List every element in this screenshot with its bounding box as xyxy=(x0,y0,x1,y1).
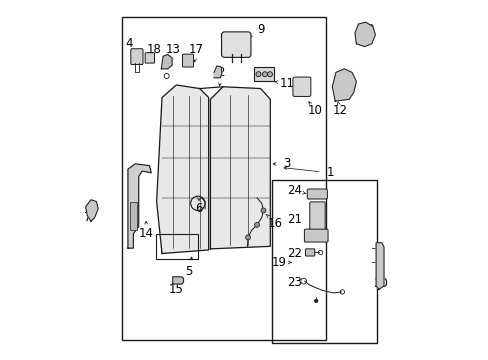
Circle shape xyxy=(254,222,259,227)
Circle shape xyxy=(245,235,250,240)
Text: 15: 15 xyxy=(168,283,183,296)
Polygon shape xyxy=(85,200,98,221)
Text: 14: 14 xyxy=(139,227,154,240)
Text: 11: 11 xyxy=(279,77,294,90)
FancyBboxPatch shape xyxy=(305,249,314,256)
Text: 7: 7 xyxy=(84,211,91,224)
FancyBboxPatch shape xyxy=(182,54,193,67)
Circle shape xyxy=(314,299,317,303)
Circle shape xyxy=(255,72,261,77)
Text: 21: 21 xyxy=(286,213,302,226)
Text: 3: 3 xyxy=(283,157,290,170)
Bar xyxy=(129,202,137,230)
Polygon shape xyxy=(354,22,375,46)
Bar xyxy=(156,234,197,259)
Text: 20: 20 xyxy=(372,278,387,291)
Bar xyxy=(271,180,376,343)
Text: 5: 5 xyxy=(185,265,192,278)
Bar xyxy=(254,67,273,81)
Text: 9: 9 xyxy=(256,23,264,36)
Text: 23: 23 xyxy=(286,276,302,289)
FancyBboxPatch shape xyxy=(145,53,154,63)
Text: 19: 19 xyxy=(271,256,286,269)
Text: 8: 8 xyxy=(366,23,373,36)
Text: 1: 1 xyxy=(326,166,334,179)
Circle shape xyxy=(267,72,272,77)
Text: 16: 16 xyxy=(267,216,282,230)
Bar xyxy=(122,17,325,339)
FancyBboxPatch shape xyxy=(221,32,250,57)
Text: 13: 13 xyxy=(165,42,180,55)
FancyBboxPatch shape xyxy=(306,189,326,199)
Polygon shape xyxy=(161,54,172,69)
Polygon shape xyxy=(156,85,208,253)
Text: 6: 6 xyxy=(195,202,203,215)
Text: 10: 10 xyxy=(307,104,322,117)
Polygon shape xyxy=(210,87,270,249)
FancyBboxPatch shape xyxy=(309,202,325,237)
Text: 17: 17 xyxy=(188,42,203,55)
FancyBboxPatch shape xyxy=(304,229,327,242)
FancyBboxPatch shape xyxy=(131,49,142,64)
FancyBboxPatch shape xyxy=(292,77,310,96)
Polygon shape xyxy=(214,66,222,78)
Text: 2: 2 xyxy=(217,66,224,79)
Text: 24: 24 xyxy=(286,184,302,197)
Text: 4: 4 xyxy=(125,37,133,50)
Text: 22: 22 xyxy=(286,247,302,260)
Polygon shape xyxy=(128,164,151,248)
Text: 18: 18 xyxy=(146,42,161,55)
Polygon shape xyxy=(332,69,356,101)
Circle shape xyxy=(261,208,265,213)
Text: 12: 12 xyxy=(332,104,347,117)
Polygon shape xyxy=(375,243,383,289)
Polygon shape xyxy=(172,277,183,284)
Circle shape xyxy=(262,72,267,77)
